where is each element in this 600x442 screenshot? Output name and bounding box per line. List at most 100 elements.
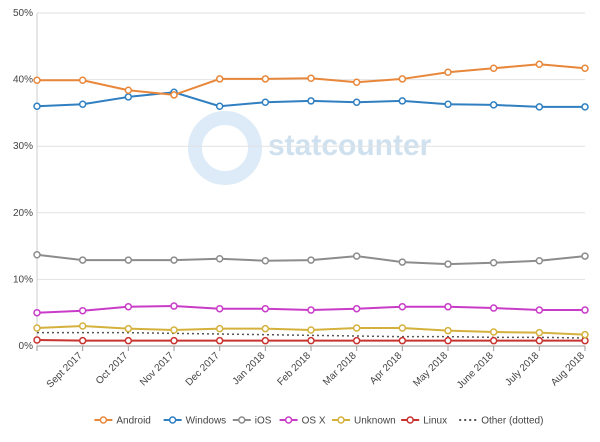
data-point: [78, 322, 87, 330]
data-point: [352, 336, 361, 345]
data-point: [78, 306, 87, 315]
data-point: [489, 64, 498, 73]
data-point: [398, 258, 407, 266]
data-point: [215, 102, 224, 110]
data-point: [444, 326, 452, 335]
data-point: [535, 336, 544, 345]
x-tick-label: Aug 2018: [549, 350, 587, 388]
legend-label: Other (dotted): [481, 416, 543, 427]
data-point: [261, 257, 270, 265]
data-point: [170, 326, 178, 334]
data-point: [33, 308, 41, 317]
data-point: [170, 302, 178, 310]
data-point: [124, 86, 133, 95]
legend-marker: [337, 416, 345, 424]
data-point: [307, 256, 315, 264]
data-point: [307, 336, 315, 345]
x-tick-label: Apr 2018: [368, 350, 405, 387]
data-point: [124, 324, 133, 333]
legend-marker: [406, 416, 414, 424]
data-point: [33, 324, 41, 332]
data-point: [78, 336, 87, 345]
data-point: [215, 75, 224, 83]
data-point: [124, 302, 133, 311]
legend-marker: [168, 416, 177, 424]
data-point: [535, 60, 544, 69]
data-point: [33, 76, 41, 85]
data-point: [398, 302, 407, 311]
data-point: [398, 324, 407, 332]
data-point: [78, 100, 87, 108]
data-point: [535, 306, 544, 314]
legend-marker: [99, 416, 108, 424]
data-point: [398, 97, 407, 105]
data-point: [261, 324, 270, 333]
data-point: [33, 336, 41, 344]
data-point: [444, 260, 452, 268]
data-point: [398, 336, 407, 345]
data-point: [444, 302, 452, 311]
data-point: [398, 75, 407, 83]
data-point: [489, 328, 498, 336]
data-point: [581, 252, 589, 260]
data-point: [215, 324, 224, 333]
x-tick-label: June 2018: [455, 350, 496, 391]
data-point: [489, 259, 498, 267]
data-point: [489, 336, 498, 345]
y-tick-label: 20%: [13, 208, 33, 219]
data-point: [170, 256, 178, 264]
x-tick-label: May 2018: [411, 350, 450, 389]
data-point: [261, 336, 270, 345]
watermark: statcounter: [268, 129, 432, 162]
data-point: [352, 78, 361, 87]
data-point: [489, 101, 498, 109]
data-point: [352, 98, 361, 106]
data-point: [215, 336, 224, 345]
data-point: [170, 91, 178, 99]
data-point: [261, 98, 270, 106]
data-point: [581, 336, 589, 345]
data-point: [444, 336, 452, 345]
data-point: [261, 304, 270, 313]
y-tick-label: 40%: [13, 75, 33, 86]
data-point: [535, 328, 544, 337]
legend-marker: [284, 416, 293, 424]
data-point: [352, 252, 361, 260]
data-point: [444, 68, 452, 77]
data-point: [124, 336, 133, 345]
x-tick-label: July 2018: [503, 350, 541, 388]
data-point: [215, 304, 224, 313]
data-point: [307, 306, 315, 314]
y-tick-label: 50%: [13, 8, 33, 19]
data-point: [33, 102, 41, 110]
x-tick-label: Nov 2017: [138, 350, 176, 388]
y-tick-label: 10%: [13, 274, 33, 285]
data-point: [489, 304, 498, 312]
y-tick-label: 30%: [13, 141, 33, 152]
data-point: [535, 103, 544, 111]
data-point: [307, 74, 315, 83]
data-point: [307, 97, 315, 105]
watermark-logo: [188, 111, 262, 185]
data-point: [581, 330, 589, 339]
data-point: [581, 306, 589, 314]
legend-label: Android: [116, 416, 150, 427]
data-point: [78, 76, 87, 85]
legend-label: Unknown: [354, 416, 396, 427]
data-point: [124, 93, 133, 101]
data-point: [444, 100, 452, 108]
data-point: [33, 251, 41, 259]
x-tick-label: Mar 2018: [321, 350, 359, 388]
data-point: [307, 326, 315, 334]
x-tick-label: Sept 2017: [45, 350, 85, 390]
data-point: [124, 256, 133, 264]
legend-marker: [238, 416, 246, 424]
legend-label: OS X: [302, 416, 326, 427]
data-point: [170, 336, 178, 345]
x-tick-label: Feb 2018: [275, 350, 313, 388]
y-tick-label: 0%: [19, 341, 34, 352]
data-point: [581, 64, 589, 73]
x-tick-label: Oct 2017: [94, 350, 131, 387]
legend-label: Windows: [186, 416, 227, 427]
